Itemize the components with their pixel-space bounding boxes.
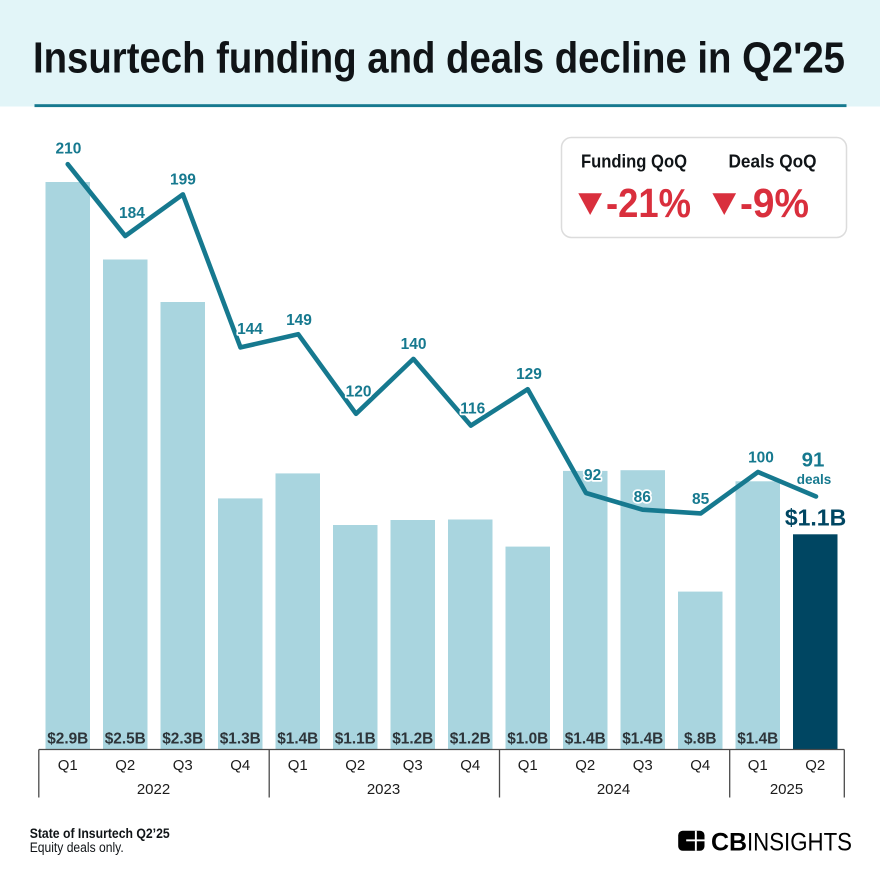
svg-text:Q4: Q4 [460, 757, 480, 774]
svg-text:86: 86 [634, 489, 652, 506]
svg-text:$2.5B: $2.5B [105, 731, 146, 748]
svg-text:85: 85 [692, 491, 710, 508]
svg-text:Equity deals only.: Equity deals only. [30, 840, 124, 855]
svg-text:-9%: -9% [740, 180, 809, 226]
svg-text:91: 91 [802, 448, 825, 471]
svg-text:Deals QoQ: Deals QoQ [729, 152, 817, 172]
svg-text:$1.4B: $1.4B [622, 731, 663, 748]
svg-text:$1.3B: $1.3B [220, 731, 261, 748]
svg-text:2023: 2023 [367, 781, 400, 798]
svg-text:-21%: -21% [606, 180, 691, 226]
svg-text:Q1: Q1 [518, 757, 538, 774]
svg-text:INSIGHTS: INSIGHTS [747, 829, 852, 857]
svg-text:$2.9B: $2.9B [47, 731, 88, 748]
svg-text:2022: 2022 [137, 781, 170, 798]
svg-text:$1.4B: $1.4B [277, 731, 318, 748]
svg-text:Q3: Q3 [403, 757, 423, 774]
svg-text:$2.3B: $2.3B [162, 731, 203, 748]
svg-text:Q1: Q1 [748, 757, 768, 774]
svg-text:Q2: Q2 [575, 757, 595, 774]
svg-text:100: 100 [748, 450, 774, 467]
svg-text:Q2: Q2 [345, 757, 365, 774]
svg-text:2025: 2025 [770, 781, 803, 798]
svg-text:Insurtech funding and deals de: Insurtech funding and deals decline in Q… [33, 34, 845, 83]
svg-text:140: 140 [401, 336, 427, 353]
svg-text:$1.0B: $1.0B [507, 731, 548, 748]
svg-text:$1.4B: $1.4B [737, 731, 778, 748]
svg-text:Q3: Q3 [633, 757, 653, 774]
svg-text:Q1: Q1 [58, 757, 78, 774]
svg-text:$1.4B: $1.4B [565, 731, 606, 748]
svg-text:116: 116 [460, 401, 485, 418]
svg-text:Funding QoQ: Funding QoQ [581, 152, 687, 172]
svg-text:$1.2B: $1.2B [392, 731, 433, 748]
svg-text:199: 199 [170, 172, 196, 189]
svg-text:144: 144 [237, 321, 263, 338]
svg-text:Q2: Q2 [115, 757, 135, 774]
svg-text:92: 92 [584, 467, 601, 484]
svg-text:149: 149 [286, 312, 312, 329]
svg-text:$1.2B: $1.2B [450, 731, 491, 748]
svg-text:$.8B: $.8B [684, 731, 717, 748]
svg-text:deals: deals [797, 472, 832, 487]
svg-text:2024: 2024 [597, 781, 630, 798]
svg-text:Q2: Q2 [805, 757, 825, 774]
svg-text:Q4: Q4 [230, 757, 250, 774]
svg-text:184: 184 [119, 205, 145, 222]
svg-text:Q1: Q1 [288, 757, 308, 774]
svg-text:$1.1B: $1.1B [785, 505, 846, 531]
svg-text:129: 129 [516, 366, 542, 383]
svg-text:210: 210 [55, 141, 81, 158]
svg-text:CB: CB [711, 829, 747, 857]
svg-text:Q3: Q3 [173, 757, 193, 774]
svg-text:State of Insurtech Q2’25: State of Insurtech Q2’25 [30, 826, 171, 841]
svg-text:$1.1B: $1.1B [335, 731, 376, 748]
svg-text:Q4: Q4 [690, 757, 710, 774]
svg-text:120: 120 [346, 384, 372, 401]
